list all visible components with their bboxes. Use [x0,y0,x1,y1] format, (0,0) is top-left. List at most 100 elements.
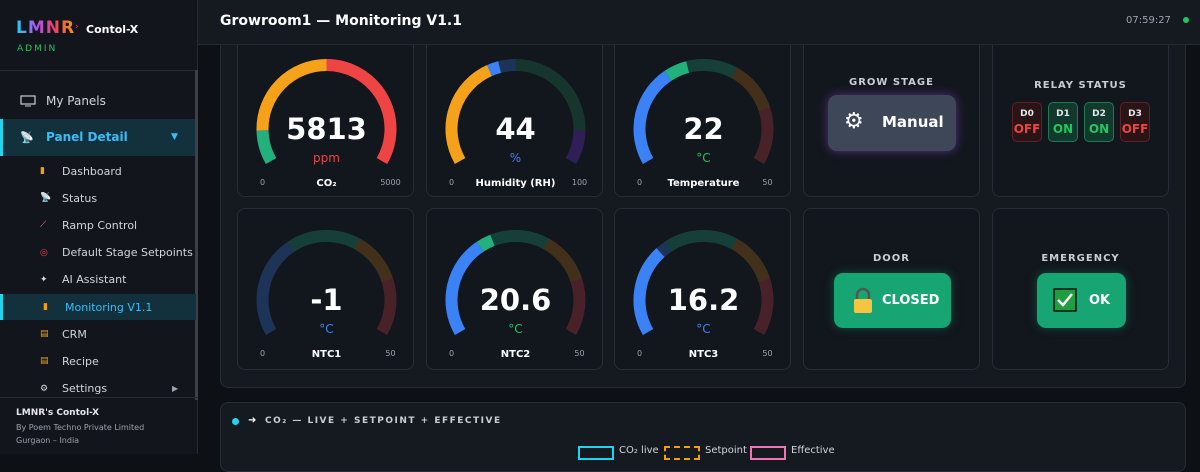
submenu-label: CRM [62,327,87,341]
emergency-card: EMERGENCY OK [992,208,1169,370]
door-status: CLOSED [834,273,951,328]
icon: ▮ [40,166,45,176]
gauge: -1 °C NTC1 0 50 [256,230,397,360]
legend-swatch [578,446,614,460]
gauge-max: 50 [762,349,772,358]
icon: ▤ [40,356,49,367]
chart-title: CO₂ — LIVE + SETPOINT + EFFECTIVE [265,416,502,426]
status-dot [232,418,239,425]
clock: 07:59:27 [1126,15,1171,26]
gauge-min: 0 [637,178,642,187]
scrollbar [195,70,198,400]
gauge-label: NTC2 [500,349,530,360]
gauge-card: 16.2 °C NTC3 0 50 [614,208,791,370]
card-title: GROW STAGE [849,77,934,88]
relay-state: OFF [1013,122,1041,136]
gauge-fill [486,61,501,77]
submenu-item[interactable]: ✦ AI Assistant [0,267,196,293]
gauge-track [287,230,361,252]
door-card: DOOR CLOSED [803,208,980,370]
gauge-fill [445,65,492,164]
gauge-card: 44% Humidity (RH) 0 100 [425,37,603,197]
submenu-label: Status [62,191,98,205]
grow-stage-button[interactable]: ⚙ Manual [828,95,956,151]
gauge-max: 50 [385,349,395,358]
expand-arrow: ▼ [171,132,178,142]
legend-label: Setpoint [705,445,747,456]
submenu-item[interactable]: ▤ CRM [0,321,196,347]
gauge-max: 100 [571,178,586,187]
submenu-item[interactable]: ◎ Default Stage Setpoints [0,240,196,266]
gauge-value-arc [633,61,690,164]
gauge-label: NTC3 [689,349,719,360]
gauge-value: 16.2 [668,283,740,317]
gauge-track [731,238,771,283]
submenu-item[interactable]: ⚙ Settings ▶ [0,376,196,402]
gauge-unit: °C [319,322,333,336]
relay-card: RELAY STATUS D0 OFF D1 ON D2 ON D3 OFF [992,37,1169,197]
gauge-value-arc [445,234,495,335]
submenu-item[interactable]: ▤ Recipe [0,348,196,374]
gauge-card: 22 °C Temperature 0 50 [614,37,791,197]
gauge-value: 5813 [286,112,367,146]
gauge-min: 0 [448,178,453,187]
relay-name: D3 [1128,109,1142,119]
gauge-value: -1 [310,283,342,317]
submenu-item[interactable]: ▮ Monitoring V1.1 [0,294,196,320]
submenu-item[interactable]: ▮ Dashboard [0,158,196,184]
legend-swatch [664,446,700,460]
expand-arrow: ▶ [172,384,179,394]
emergency-state: OK [1089,293,1111,308]
menu-active[interactable] [0,119,196,156]
gauge-fill [445,241,484,335]
gauge-min: 0 [260,349,265,358]
submenu-label: Settings [62,382,108,396]
gauge-value-arc [445,61,501,164]
icon: ▮ [43,302,48,312]
gear-icon: ⚙ [844,109,864,134]
gauge-label: NTC1 [312,349,342,360]
divider [0,397,198,398]
gauge-min: 0 [637,349,642,358]
menu-label: Panel Detail [46,130,128,144]
gauge-track [514,59,585,131]
icon: ✦ [40,274,48,285]
icon: 📡 [40,193,52,204]
submenu-item[interactable]: 📡 Status [0,185,196,211]
gauge-value: 20.6 [479,283,551,317]
submenu-item[interactable]: ⟋ Ramp Control [0,212,196,238]
sidebar: LMNR › Contol-X ADMIN My Panels 📡 Panel … [0,0,198,454]
gauge-value: 44 [495,112,535,146]
icon: ⚙ [40,383,49,394]
gauge-fill [633,70,672,164]
chart-panel: ➜ CO₂ — LIVE + SETPOINT + EFFECTIVE CO₂ … [220,402,1186,472]
gauge-value-arc [633,248,665,335]
submenu-label: Ramp Control [62,218,138,232]
gauge-card: -1 °C NTC1 0 50 [237,208,414,370]
gauge-track [731,67,771,112]
gauge: 16.2 °C NTC3 0 50 [633,230,774,360]
menu-item[interactable]: My Panels [0,88,196,114]
gauge-track [664,230,738,252]
relay-name: D2 [1092,109,1106,119]
gauge-label: Temperature [668,178,740,189]
submenu-label: Monitoring V1.1 [65,300,153,314]
gauge: 5813 ppm CO₂ 0 5000 [256,59,401,189]
gauge-unit: °C [696,322,710,336]
gauge: 22 °C Temperature 0 50 [633,59,774,189]
gauge-unit: °C [696,151,710,165]
submenu-label: Default Stage Setpoints [62,246,193,260]
check-icon [1053,288,1077,312]
relay-name: D1 [1056,109,1070,119]
footer-location: Gurgaon – India [16,436,80,445]
card-title: DOOR [872,253,910,264]
gauge-card: 5813 ppm CO₂ 0 5000 [237,37,414,197]
gauge-min: 0 [260,178,265,187]
lock-icon [854,287,872,313]
relay-badge: D1 ON [1048,102,1078,142]
relay-state: OFF [1121,122,1149,136]
status-dot [1183,17,1189,23]
gauge-label: Humidity (RH) [475,178,555,189]
logo: LMNR [16,18,76,38]
